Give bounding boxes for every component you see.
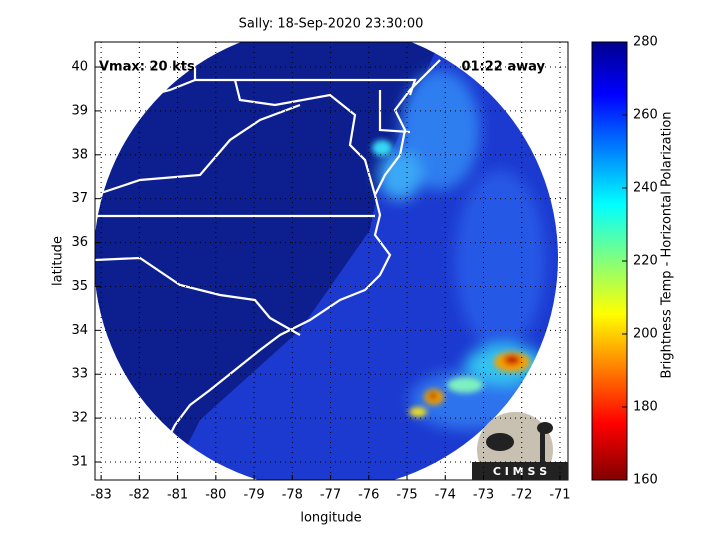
x-tick-label: -74: [435, 488, 456, 503]
colorbar-label: Brightness Temp - Horizontal Polarizatio…: [660, 111, 675, 378]
annotation: 01:22 away: [461, 60, 545, 75]
colorbar-tick-label: 220: [633, 254, 658, 269]
y-tick-label: 31: [71, 455, 88, 470]
colorbar-tick-label: 200: [633, 327, 658, 342]
x-tick-label: -75: [396, 488, 417, 503]
y-tick-label: 37: [71, 191, 88, 206]
y-tick-label: 33: [71, 367, 88, 382]
colorbar-tick-label: 260: [633, 108, 658, 123]
y-tick-label: 34: [71, 323, 88, 338]
annotation: Vmax: 20 kts: [99, 60, 195, 75]
y-tick-label: 39: [71, 103, 88, 118]
colorbar-tick-label: 240: [633, 181, 658, 196]
y-tick-label: 32: [71, 411, 88, 426]
chart-title: Sally: 18-Sep-2020 23:30:00: [239, 17, 424, 32]
x-axis-label: longitude: [300, 511, 361, 526]
x-tick-label: -78: [282, 488, 303, 503]
x-tick-label: -80: [205, 488, 226, 503]
x-tick-label: -76: [358, 488, 379, 503]
x-tick-label: -83: [91, 488, 112, 503]
colorbar: [591, 41, 628, 481]
y-tick-label: 36: [71, 235, 88, 250]
y-tick-label: 40: [71, 60, 88, 75]
logo-text: C I M S S: [493, 465, 547, 478]
x-tick-label: -77: [320, 488, 341, 503]
x-tick-label: -79: [243, 488, 264, 503]
logo: C I M S S: [472, 412, 568, 480]
colorbar-tick-label: 180: [633, 400, 658, 415]
y-tick-label: 35: [71, 279, 88, 294]
x-tick-label: -81: [167, 488, 188, 503]
colorbar-tick-label: 280: [633, 35, 658, 50]
plot-frame: [94, 41, 569, 481]
y-tick-label: 38: [71, 147, 88, 162]
x-tick-label: -82: [129, 488, 150, 503]
colorbar-tick-label: 160: [633, 473, 658, 488]
x-tick-label: -73: [473, 488, 494, 503]
y-axis-label: latitude: [51, 236, 66, 286]
x-tick-label: -72: [511, 488, 532, 503]
x-tick-label: -71: [549, 488, 570, 503]
